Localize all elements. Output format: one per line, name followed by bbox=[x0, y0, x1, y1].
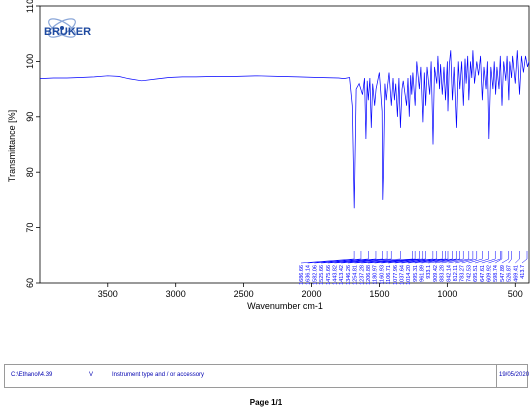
peak-label: 1206.88 bbox=[366, 265, 372, 285]
peak-leader bbox=[334, 258, 388, 264]
footer-divider bbox=[496, 365, 497, 387]
page-number: Page 1/1 bbox=[249, 398, 283, 407]
peak-leader bbox=[327, 258, 383, 264]
peak-label: 1160.93 bbox=[379, 265, 385, 284]
peak-leader bbox=[321, 258, 376, 264]
peak-label: 609.92 bbox=[487, 265, 493, 282]
peak-label: 547.89 bbox=[500, 265, 506, 282]
x-tick-label: 2500 bbox=[234, 289, 254, 299]
peak-label: 1077.96 bbox=[393, 265, 399, 285]
footer-path: C:\Ethanol\4.39 bbox=[11, 372, 53, 378]
peak-label: 783.27 bbox=[460, 265, 466, 282]
peak-label: 526.87 bbox=[507, 265, 513, 282]
peak-leader bbox=[428, 258, 457, 264]
peak-label: 933.1 bbox=[426, 265, 432, 279]
x-axis-title: Wavenumber cm-1 bbox=[247, 301, 323, 311]
peak-leader bbox=[508, 258, 512, 264]
x-tick-label: 3000 bbox=[166, 289, 186, 299]
peak-label: 1014.20 bbox=[406, 265, 412, 285]
peak-leader bbox=[461, 258, 477, 264]
peak-label: 1180.97 bbox=[373, 265, 379, 284]
peak-label: 1686.66 bbox=[299, 265, 305, 285]
peak-label: 1106.71 bbox=[386, 265, 392, 284]
peak-label: 812.11 bbox=[453, 265, 459, 281]
peak-label: 1582.06 bbox=[312, 265, 318, 285]
y-tick-label: 80 bbox=[25, 167, 35, 177]
peak-label: 1413.42 bbox=[339, 265, 345, 285]
footer-flag: V bbox=[89, 372, 94, 378]
peak-label: 1037.64 bbox=[399, 265, 405, 285]
spectrum-series bbox=[39, 50, 530, 209]
peak-annotations: 1686.66 1636.14 1582.06 1525.66 1475.66 1443.… bbox=[299, 251, 528, 285]
x-tick-label: 2000 bbox=[302, 289, 322, 299]
peak-leader bbox=[388, 258, 433, 264]
x-axis: 3500 3000 2500 2000 1500 1000 500 bbox=[98, 283, 523, 299]
bruker-atom-icon bbox=[48, 18, 76, 38]
peak-leader bbox=[414, 258, 449, 264]
peak-label: 961.89 bbox=[420, 265, 426, 282]
peak-label: 647.61 bbox=[480, 265, 486, 282]
footer-date: 19/05/2020 bbox=[499, 372, 530, 378]
peak-label: 995.31 bbox=[413, 265, 419, 282]
peak-leader bbox=[488, 258, 501, 264]
peak-leader bbox=[434, 258, 460, 264]
peak-leader bbox=[300, 258, 355, 264]
peak-label: 598.74 bbox=[493, 265, 499, 282]
peak-leader bbox=[421, 258, 453, 264]
peak-label: 1475.66 bbox=[326, 265, 332, 285]
peak-label: 1636.14 bbox=[306, 265, 312, 285]
peak-leader bbox=[501, 258, 509, 264]
peak-leader bbox=[408, 258, 446, 264]
footer-instrument: Instrument type and / or accessory bbox=[112, 372, 205, 378]
x-tick-label: 1000 bbox=[437, 289, 457, 299]
y-tick-label: 60 bbox=[25, 278, 35, 288]
bruker-logo: BRUKER bbox=[44, 18, 91, 38]
peak-leader bbox=[441, 258, 464, 264]
peak-leader bbox=[381, 258, 426, 264]
y-tick-label: 90 bbox=[25, 112, 35, 122]
peak-leader bbox=[481, 258, 496, 264]
peak-leader bbox=[367, 258, 420, 264]
y-axis: 60 70 80 90 100 110 bbox=[25, 0, 40, 288]
peak-leader bbox=[374, 258, 423, 264]
peak-leader bbox=[454, 258, 473, 264]
peak-leader bbox=[515, 258, 520, 264]
peak-leader bbox=[401, 258, 443, 264]
plot-frame bbox=[39, 5, 530, 284]
peak-label: 742.53 bbox=[466, 265, 472, 282]
bruker-logo-text: BRUKER bbox=[44, 26, 91, 38]
spectrum-line bbox=[39, 50, 530, 209]
peak-label: 909.42 bbox=[433, 265, 439, 282]
peak-label: 695.51 bbox=[473, 265, 479, 282]
peak-leader bbox=[468, 258, 483, 264]
y-axis-title: Transmittance [%] bbox=[7, 110, 17, 182]
peak-label: 842.14 bbox=[446, 265, 452, 282]
peak-label: 1525.66 bbox=[319, 265, 325, 285]
peak-leader bbox=[347, 258, 401, 264]
peak-label: 1443.82 bbox=[332, 265, 338, 285]
peak-leader bbox=[394, 258, 437, 264]
peak-label: 469.41 bbox=[513, 265, 519, 282]
peak-label: 883.28 bbox=[440, 265, 446, 282]
y-tick-label: 100 bbox=[25, 54, 35, 69]
peak-leader bbox=[307, 258, 361, 264]
x-tick-label: 3500 bbox=[98, 289, 118, 299]
peak-label: 1346.26 bbox=[346, 265, 352, 285]
peak-leader bbox=[521, 258, 528, 264]
peak-leader bbox=[448, 258, 469, 264]
peak-leader bbox=[341, 258, 392, 264]
peak-leader bbox=[314, 258, 369, 264]
peak-leader bbox=[475, 258, 489, 264]
peak-label: 413.7 bbox=[520, 265, 526, 279]
peak-label: 1237.28 bbox=[359, 265, 365, 285]
y-tick-label: 70 bbox=[25, 223, 35, 233]
y-tick-label: 110 bbox=[25, 0, 35, 13]
footer-info-box: C:\Ethanol\4.39 V Instrument type and / … bbox=[4, 364, 530, 388]
x-tick-label: 500 bbox=[508, 289, 523, 299]
x-tick-label: 1500 bbox=[369, 289, 389, 299]
peak-label: 1254.81 bbox=[353, 265, 359, 285]
peak-leader bbox=[361, 258, 416, 264]
peak-leader bbox=[495, 258, 502, 264]
